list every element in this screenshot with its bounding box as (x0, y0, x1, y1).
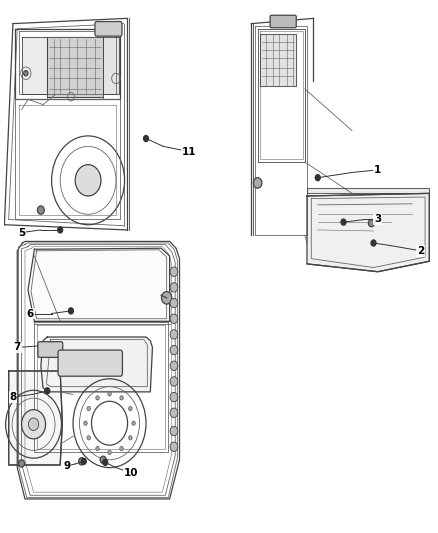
Circle shape (170, 267, 178, 277)
Text: 6: 6 (27, 309, 34, 319)
FancyBboxPatch shape (58, 350, 123, 376)
FancyBboxPatch shape (95, 21, 122, 36)
Circle shape (100, 456, 106, 463)
Circle shape (37, 206, 44, 214)
Circle shape (108, 392, 111, 396)
Polygon shape (47, 37, 103, 97)
Polygon shape (260, 34, 296, 86)
Circle shape (79, 458, 85, 465)
Text: 10: 10 (124, 468, 138, 478)
Circle shape (170, 426, 178, 436)
Circle shape (170, 408, 178, 417)
Circle shape (21, 410, 46, 439)
Circle shape (87, 407, 90, 410)
Circle shape (129, 436, 132, 440)
Text: 7: 7 (14, 343, 21, 352)
Text: 2: 2 (417, 246, 424, 256)
Circle shape (75, 165, 101, 196)
Circle shape (47, 342, 52, 348)
Polygon shape (41, 337, 152, 392)
Circle shape (102, 459, 108, 465)
Circle shape (368, 220, 374, 227)
Circle shape (68, 308, 74, 314)
Circle shape (170, 377, 178, 386)
Circle shape (315, 175, 320, 181)
FancyBboxPatch shape (38, 342, 63, 358)
Text: 9: 9 (63, 461, 70, 471)
Circle shape (87, 436, 90, 440)
Text: 1: 1 (374, 165, 381, 175)
Polygon shape (28, 248, 170, 321)
Circle shape (162, 292, 172, 304)
Circle shape (253, 177, 262, 188)
Circle shape (108, 450, 111, 455)
Polygon shape (103, 37, 120, 94)
Circle shape (170, 442, 178, 451)
Polygon shape (307, 188, 429, 193)
Circle shape (371, 240, 376, 246)
Circle shape (45, 387, 50, 394)
Circle shape (18, 460, 25, 467)
Circle shape (132, 421, 135, 425)
Circle shape (144, 135, 148, 142)
Circle shape (81, 458, 86, 464)
Circle shape (170, 361, 178, 370)
Circle shape (96, 396, 99, 400)
Circle shape (129, 407, 132, 410)
Circle shape (96, 447, 99, 450)
Circle shape (170, 392, 178, 402)
Text: 3: 3 (374, 214, 381, 224)
Circle shape (341, 219, 346, 225)
Polygon shape (21, 37, 47, 94)
Circle shape (84, 421, 87, 425)
Text: 11: 11 (182, 147, 196, 157)
Circle shape (120, 447, 123, 450)
Circle shape (170, 282, 178, 292)
Circle shape (24, 71, 28, 76)
Polygon shape (307, 193, 429, 272)
Circle shape (170, 314, 178, 324)
FancyBboxPatch shape (270, 15, 296, 28)
Circle shape (58, 227, 63, 233)
Circle shape (170, 345, 178, 355)
Circle shape (28, 418, 39, 431)
Circle shape (170, 298, 178, 308)
Text: 8: 8 (9, 392, 17, 402)
Circle shape (120, 396, 123, 400)
Text: 5: 5 (18, 228, 25, 238)
Polygon shape (9, 371, 62, 465)
Circle shape (170, 330, 178, 339)
